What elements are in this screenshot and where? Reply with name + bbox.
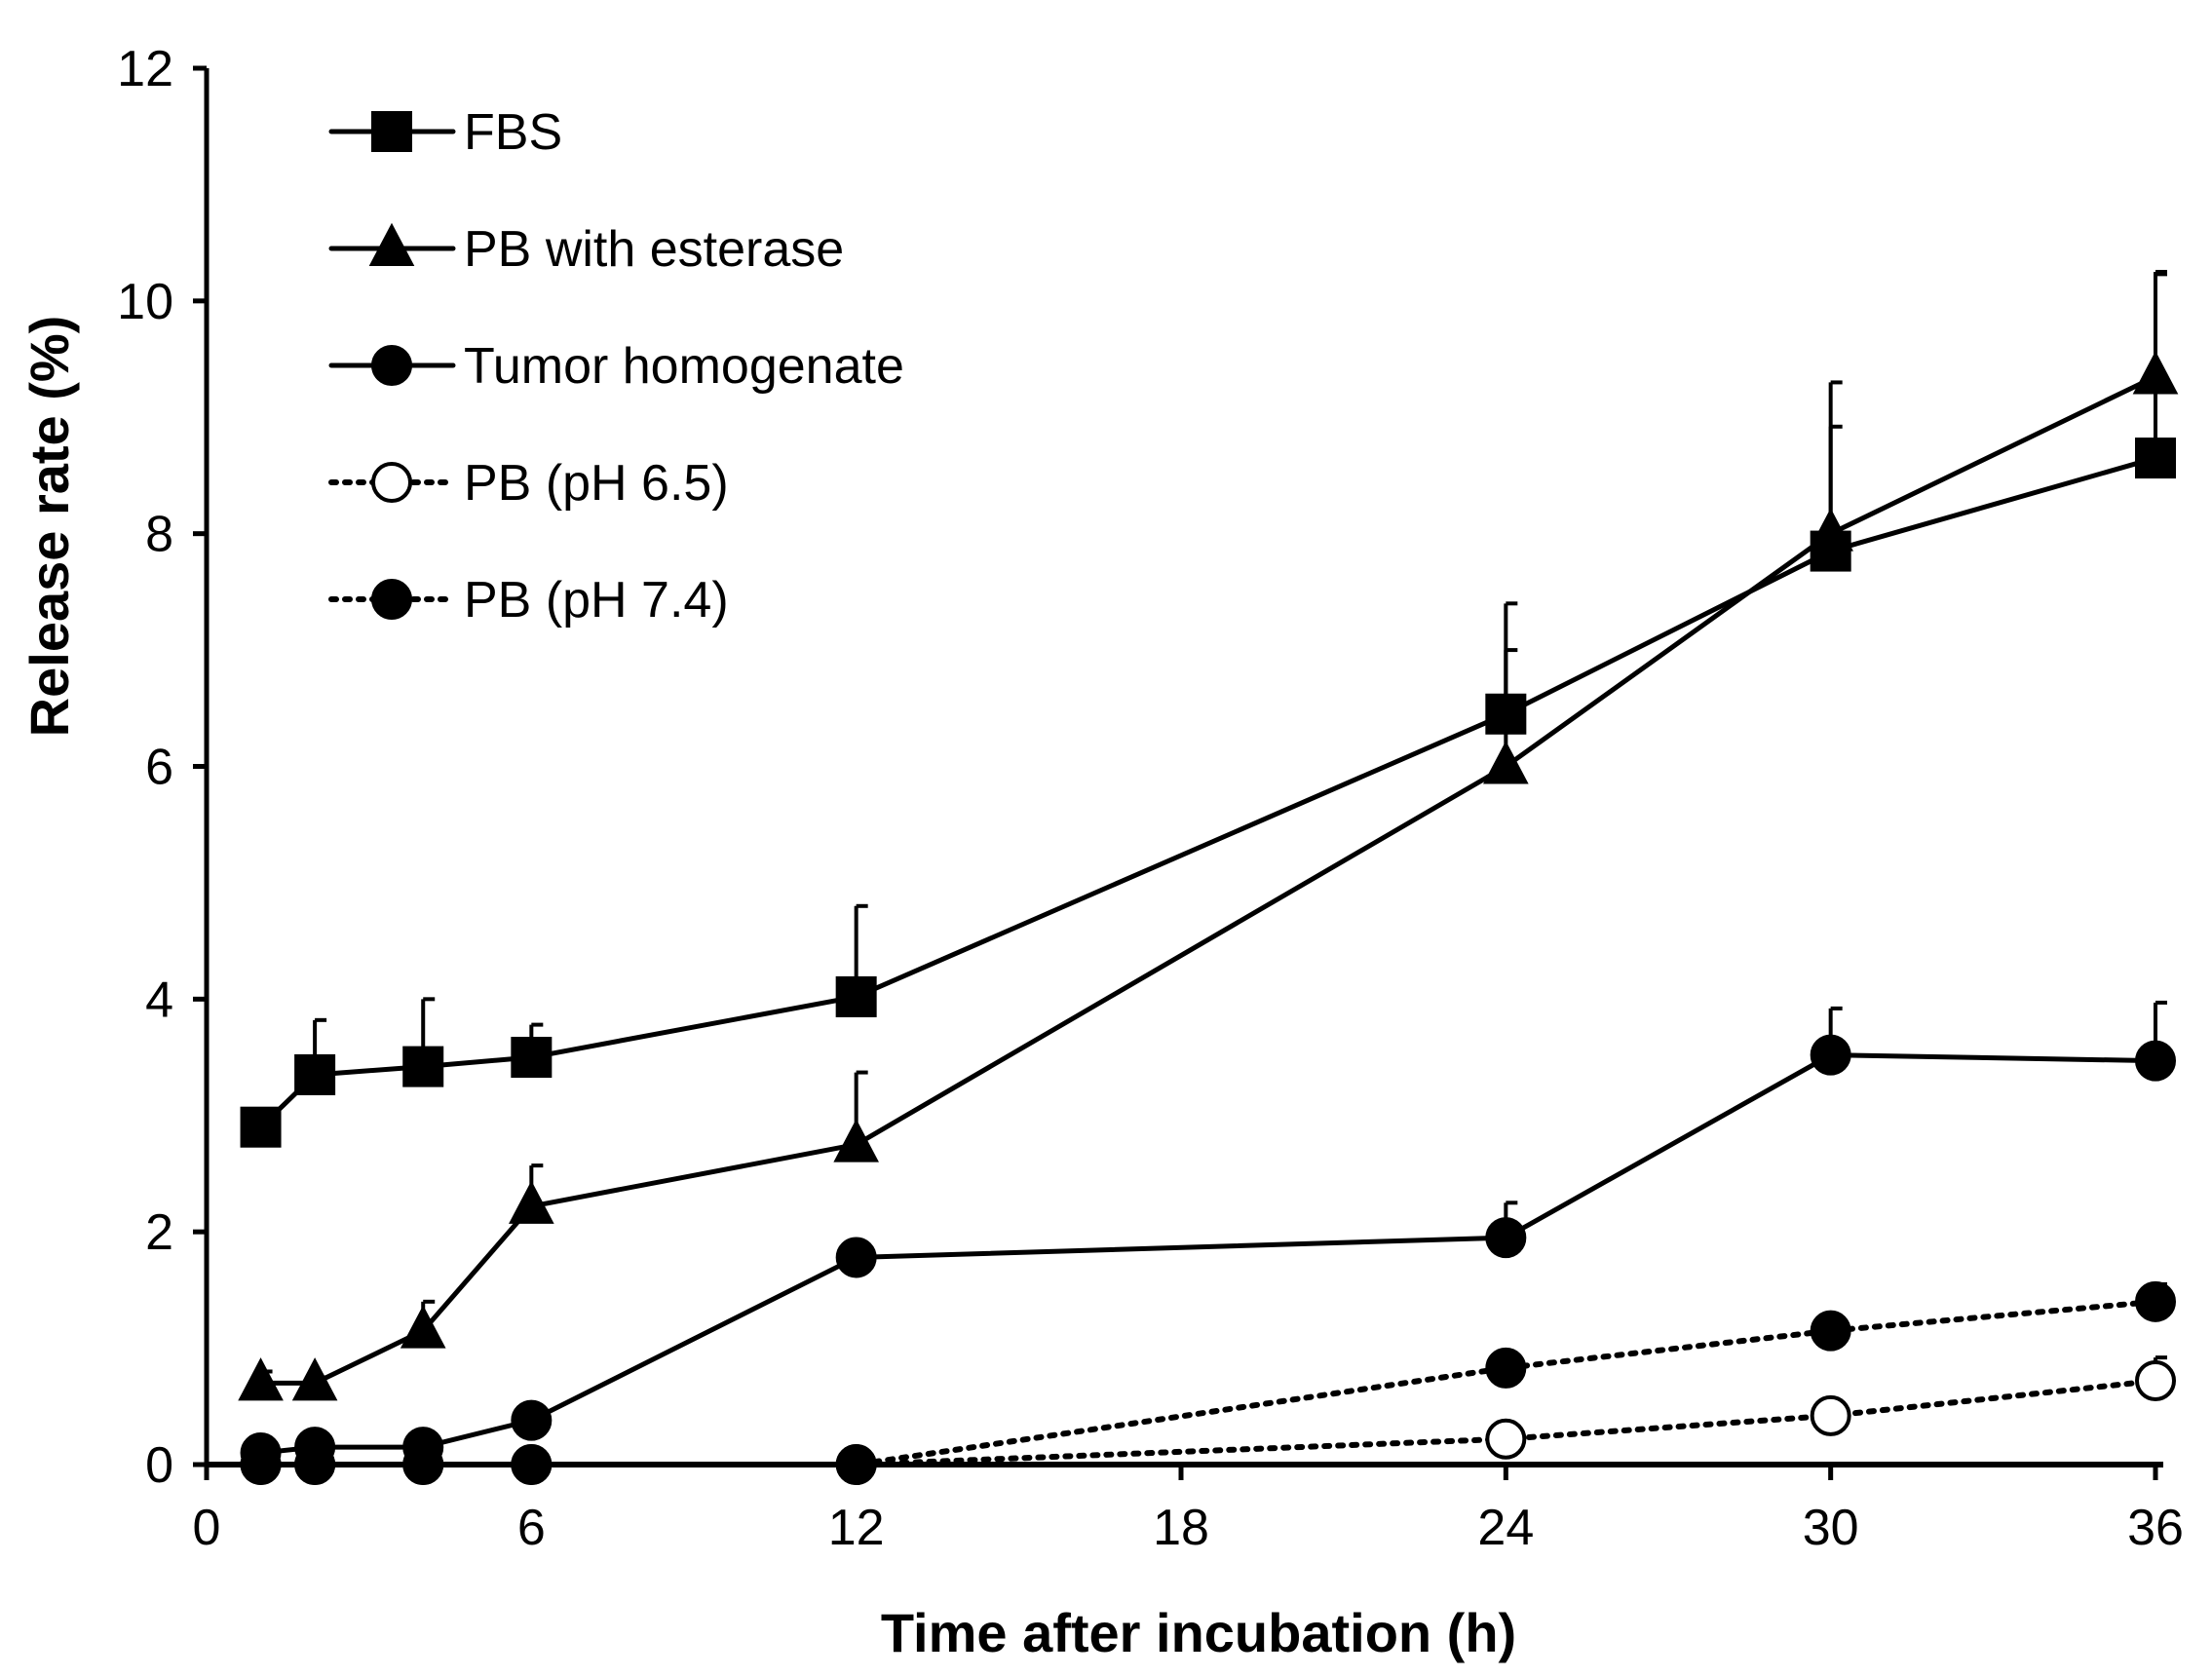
y-tick-label: 12 xyxy=(117,41,173,97)
data-point-pb-ph-6-5 xyxy=(1810,1394,1851,1436)
data-point-pb-ph-7-4 xyxy=(511,1444,553,1485)
data-point-fbs xyxy=(1485,693,1527,735)
data-point-fbs xyxy=(402,1046,444,1087)
series-line-pb-with-esterase xyxy=(258,373,2158,1386)
series-line-pb-ph-7-4 xyxy=(257,1298,2158,1467)
y-tick-label: 10 xyxy=(117,274,173,330)
legend-marker-pb-with-esterase xyxy=(368,222,415,266)
data-point-pb-ph-6-5 xyxy=(2135,1360,2176,1402)
legend-marker-fbs xyxy=(371,111,412,152)
series-line-tumor-homogenate xyxy=(258,1052,2158,1456)
y-tick-label: 6 xyxy=(145,740,173,796)
data-point-pb-ph-7-4 xyxy=(402,1444,444,1485)
data-point-fbs xyxy=(511,1037,553,1079)
data-point-tumor-homogenate xyxy=(1810,1034,1851,1076)
data-point-pb-with-esterase xyxy=(238,1357,284,1401)
x-tick-label: 18 xyxy=(1153,1500,1209,1556)
data-point-fbs xyxy=(294,1053,336,1095)
data-point-fbs xyxy=(835,975,877,1017)
data-point-fbs xyxy=(2135,438,2176,479)
error-bars xyxy=(258,269,2167,1454)
data-point-pb-with-esterase xyxy=(400,1305,446,1349)
data-point-fbs xyxy=(240,1106,282,1148)
data-point-pb-ph-7-4 xyxy=(2135,1280,2176,1322)
data-point-pb-with-esterase xyxy=(833,1119,879,1162)
x-tick-label: 30 xyxy=(1803,1500,1859,1556)
x-tick-label: 6 xyxy=(517,1500,546,1556)
legend-label-pb-with-esterase: PB with esterase xyxy=(464,221,844,278)
y-tick-label: 0 xyxy=(145,1437,173,1494)
data-point-tumor-homogenate xyxy=(835,1237,877,1278)
data-point-pb-ph-7-4 xyxy=(1485,1347,1527,1389)
data-point-pb-with-esterase xyxy=(291,1357,338,1401)
data-point-tumor-homogenate xyxy=(511,1399,553,1441)
data-point-pb-ph-7-4 xyxy=(294,1444,336,1485)
axes xyxy=(193,65,2163,1480)
legend: FBS PB with esterase Tumor homogenate PB (p… xyxy=(328,104,904,629)
legend-marker-pb-ph-7-4 xyxy=(371,579,412,620)
data-point-pb-ph-7-4 xyxy=(1810,1310,1851,1352)
legend-label-fbs: FBS xyxy=(464,104,562,161)
data-point-pb-ph-7-4 xyxy=(240,1444,282,1485)
data-point-pb-with-esterase xyxy=(1483,741,1529,784)
data-point-tumor-homogenate xyxy=(1485,1217,1527,1259)
x-axis-title: Time after incubation (h) xyxy=(881,1602,1516,1663)
data-point-pb-with-esterase xyxy=(2132,351,2179,395)
legend-marker-tumor-homogenate xyxy=(371,345,412,386)
y-tick-label: 8 xyxy=(145,507,173,563)
series-lines xyxy=(257,373,2158,1467)
y-tick-label: 2 xyxy=(145,1204,173,1261)
y-tick-label: 4 xyxy=(145,972,173,1028)
series-markers xyxy=(238,351,2179,1485)
data-point-pb-ph-7-4 xyxy=(835,1444,877,1485)
data-point-pb-ph-6-5 xyxy=(1485,1418,1527,1460)
legend-marker-pb-ph-6-5 xyxy=(371,462,412,503)
x-tick-label: 24 xyxy=(1477,1500,1534,1556)
x-tick-label: 0 xyxy=(193,1500,221,1556)
x-tick-label: 36 xyxy=(2127,1500,2184,1556)
legend-label-pb-ph-6-5: PB (pH 6.5) xyxy=(464,455,729,512)
y-axis-title: Release rate (%) xyxy=(19,316,80,738)
legend-label-tumor-homogenate: Tumor homogenate xyxy=(464,338,904,395)
series-line-fbs xyxy=(258,455,2158,1130)
data-point-tumor-homogenate xyxy=(2135,1040,2176,1082)
data-point-pb-with-esterase xyxy=(1808,508,1853,552)
data-point-pb-with-esterase xyxy=(509,1180,554,1224)
legend-label-pb-ph-7-4: PB (pH 7.4) xyxy=(464,572,729,629)
x-tick-label: 12 xyxy=(828,1500,885,1556)
